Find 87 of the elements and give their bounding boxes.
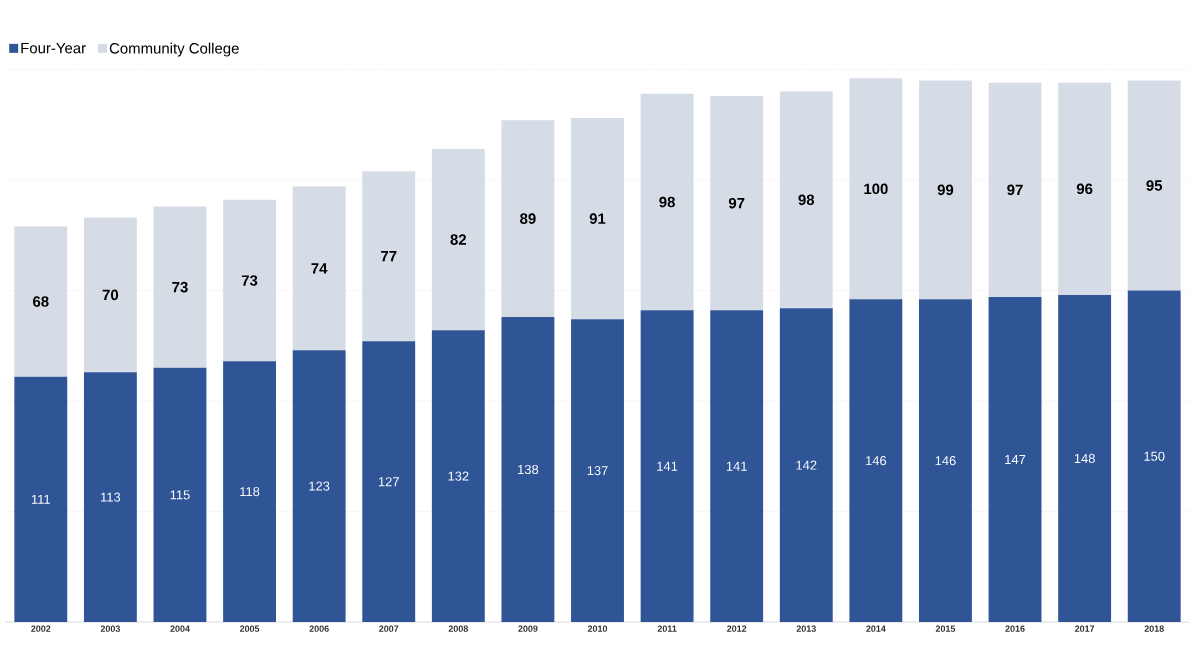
legend-label: Four-Year [21, 42, 86, 54]
bar [1058, 294, 1112, 622]
bar [919, 299, 972, 622]
data-label: 115 [170, 490, 190, 500]
x-tick-label: 2002 [31, 625, 51, 632]
data-label: 113 [101, 492, 121, 502]
data-label: 96 [1076, 183, 1093, 195]
bar [153, 367, 207, 622]
x-tick-label: 2004 [170, 625, 190, 632]
data-label: 73 [241, 275, 258, 286]
bar [223, 361, 276, 622]
data-label: 132 [448, 471, 469, 481]
data-label: 97 [728, 197, 745, 209]
data-label: 127 [378, 477, 399, 487]
bar [223, 199, 276, 362]
bar [1127, 290, 1181, 622]
bar [501, 317, 555, 622]
bar [640, 93, 694, 311]
data-label: 73 [172, 281, 188, 293]
x-tick-label: 2003 [100, 625, 121, 632]
x-tick-label: 2017 [1074, 625, 1095, 632]
data-label: 146 [866, 456, 887, 466]
legend-label: Community College [109, 42, 239, 57]
bar [849, 299, 903, 622]
x-tick-label: 2005 [239, 625, 260, 632]
x-tick-label: 2012 [727, 625, 747, 632]
bar [571, 319, 624, 622]
data-label: 77 [381, 251, 397, 262]
data-label: 74 [311, 263, 328, 274]
data-label: 141 [726, 461, 747, 471]
data-label: 98 [659, 196, 675, 208]
data-label: 146 [935, 456, 956, 466]
bar [849, 78, 903, 300]
bar [919, 80, 972, 300]
data-label: 99 [937, 184, 954, 196]
x-tick-label: 2018 [1144, 625, 1164, 632]
data-label: 123 [309, 481, 330, 491]
bar [292, 186, 346, 351]
data-label: 148 [1074, 453, 1095, 464]
x-tick-label: 2006 [309, 625, 329, 632]
bar [779, 308, 833, 622]
bar [431, 330, 485, 622]
x-tick-label: 2015 [935, 625, 956, 632]
data-label: 138 [518, 464, 539, 475]
bar [501, 120, 555, 317]
data-label: 137 [587, 466, 608, 476]
data-label: 98 [798, 194, 815, 206]
bar [1058, 82, 1112, 295]
bar [988, 82, 1042, 298]
bar [571, 118, 624, 320]
bar [14, 376, 68, 622]
bar [710, 310, 764, 622]
bar [362, 341, 416, 622]
data-label: 147 [1005, 455, 1026, 465]
x-tick-label: 2009 [518, 625, 538, 632]
bar [710, 95, 764, 311]
x-tick-label: 2011 [657, 625, 677, 632]
data-label: 141 [657, 461, 678, 471]
data-label: 89 [520, 213, 536, 224]
x-tick-label: 2007 [379, 625, 399, 632]
data-label: 82 [450, 234, 467, 245]
data-label: 70 [102, 289, 119, 301]
bar [988, 297, 1042, 622]
data-label: 97 [1007, 184, 1023, 196]
bar [431, 149, 485, 331]
data-label: 91 [589, 213, 606, 224]
x-tick-label: 2016 [1005, 625, 1025, 632]
bar [83, 217, 137, 373]
bar [292, 350, 346, 622]
data-label: 118 [240, 487, 260, 497]
bar [362, 171, 416, 342]
bar [153, 206, 207, 368]
data-label: 150 [1144, 451, 1165, 461]
data-label: 111 [31, 494, 51, 504]
x-tick-label: 2010 [587, 625, 608, 632]
data-label: 68 [33, 296, 49, 307]
bar [83, 372, 137, 622]
bar [14, 226, 68, 377]
x-tick-label: 2008 [448, 625, 469, 632]
bar [640, 310, 694, 622]
x-tick-label: 2014 [866, 625, 886, 632]
x-tick-label: 2013 [796, 625, 816, 632]
data-label: 142 [796, 460, 817, 470]
bar [779, 91, 833, 309]
data-label: 95 [1146, 180, 1163, 191]
bar [1127, 80, 1181, 291]
data-label: 100 [864, 183, 888, 195]
